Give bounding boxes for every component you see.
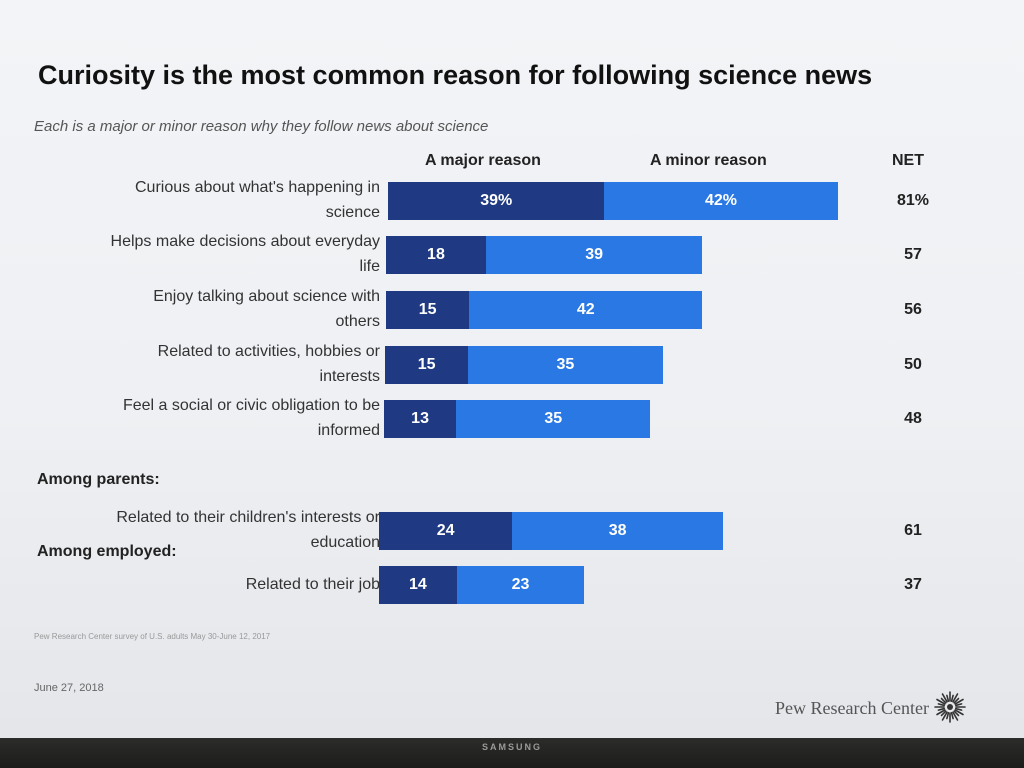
bar-major: 14 — [379, 566, 457, 604]
logo-ray — [946, 711, 950, 720]
logo-ray — [953, 710, 960, 717]
chart-subtitle: Each is a major or minor reason why they… — [34, 118, 489, 135]
group-label-parents: Among parents: — [37, 471, 160, 488]
bar-major: 24 — [379, 512, 513, 550]
category-label-line: others — [335, 313, 380, 330]
logo-ray — [941, 693, 948, 703]
bar-major: 15 — [386, 291, 470, 329]
bar-minor: 42% — [604, 182, 838, 220]
category-label: Helps make decisions about everyday life — [40, 229, 380, 279]
logo-ray — [950, 694, 954, 703]
category-label-line: Related to their job — [245, 575, 380, 593]
source-note: Pew Research Center survey of U.S. adult… — [34, 632, 271, 641]
category-label-line: Curious about what's happening in — [135, 179, 380, 196]
net-value: 56 — [904, 301, 922, 318]
category-label-line: education — [310, 534, 380, 551]
logo-ray — [952, 711, 959, 721]
category-label-line: Feel a social or civic obligation to be — [122, 397, 380, 414]
logo-ray — [954, 703, 963, 707]
logo-ray — [954, 709, 964, 716]
logo-ray — [946, 694, 950, 703]
category-label-line: science — [325, 204, 380, 221]
category-label: Enjoy talking about science with others — [40, 284, 380, 334]
bar-major: 13 — [384, 400, 457, 438]
logo-ray — [940, 697, 947, 704]
logo-ray — [936, 709, 946, 716]
category-label: Curious about what's happening in science — [40, 175, 380, 225]
publish-date: June 27, 2018 — [34, 682, 104, 694]
bar-minor: 39 — [485, 236, 703, 274]
net-value: 57 — [904, 246, 922, 263]
net-value: 81% — [896, 192, 930, 209]
category-label: Related to their job — [40, 572, 380, 597]
logo-ray — [950, 711, 954, 720]
net-header: NET — [892, 152, 924, 169]
category-label-line: interests — [319, 368, 380, 385]
bar-major: 15 — [385, 346, 469, 384]
legend-minor: A minor reason — [650, 152, 767, 169]
bar-minor: 35 — [468, 346, 663, 384]
bar-minor: 38 — [512, 512, 724, 550]
monitor-bezel — [0, 738, 1024, 768]
legend-major: A major reason — [425, 152, 541, 169]
logo-ray — [954, 698, 964, 705]
category-label-line: Related to their children's interests or — [116, 509, 380, 526]
slide: Curiosity is the most common reason for … — [0, 0, 1024, 738]
logo-ray — [937, 707, 946, 711]
bar-minor: 42 — [469, 291, 703, 329]
net-value: 61 — [904, 522, 922, 539]
category-label-line: Related to activities, hobbies or — [157, 343, 380, 360]
category-label: Feel a social or civic obligation to be i… — [40, 393, 380, 443]
logo-ray — [936, 698, 946, 705]
logo-ray — [954, 707, 963, 711]
category-label-line: life — [359, 258, 380, 275]
category-label-line: informed — [317, 422, 380, 439]
logo-ray — [941, 711, 948, 721]
category-label-line: Enjoy talking about science with — [153, 288, 380, 305]
net-value: 37 — [904, 576, 922, 593]
monitor-brand: SAMSUNG — [481, 742, 542, 752]
bar-major: 18 — [386, 236, 486, 274]
logo-ray — [953, 697, 960, 704]
logo-ray — [940, 710, 947, 717]
group-label-employed: Among employed: — [37, 543, 177, 560]
brand-name: Pew Research Center — [775, 698, 929, 718]
bar-minor: 23 — [456, 566, 585, 604]
category-label-line: Helps make decisions about everyday — [110, 233, 380, 250]
net-value: 48 — [904, 410, 922, 427]
logo-ray — [937, 703, 946, 707]
logo-ray — [952, 693, 959, 703]
net-value: 50 — [904, 356, 922, 373]
pew-logo-icon — [934, 691, 966, 723]
bar-minor: 35 — [456, 400, 651, 438]
chart-title: Curiosity is the most common reason for … — [38, 60, 873, 90]
category-label: Related to their children's interests or… — [40, 505, 380, 555]
category-label: Related to activities, hobbies or interes… — [40, 339, 380, 389]
bar-major: 39% — [388, 182, 605, 220]
